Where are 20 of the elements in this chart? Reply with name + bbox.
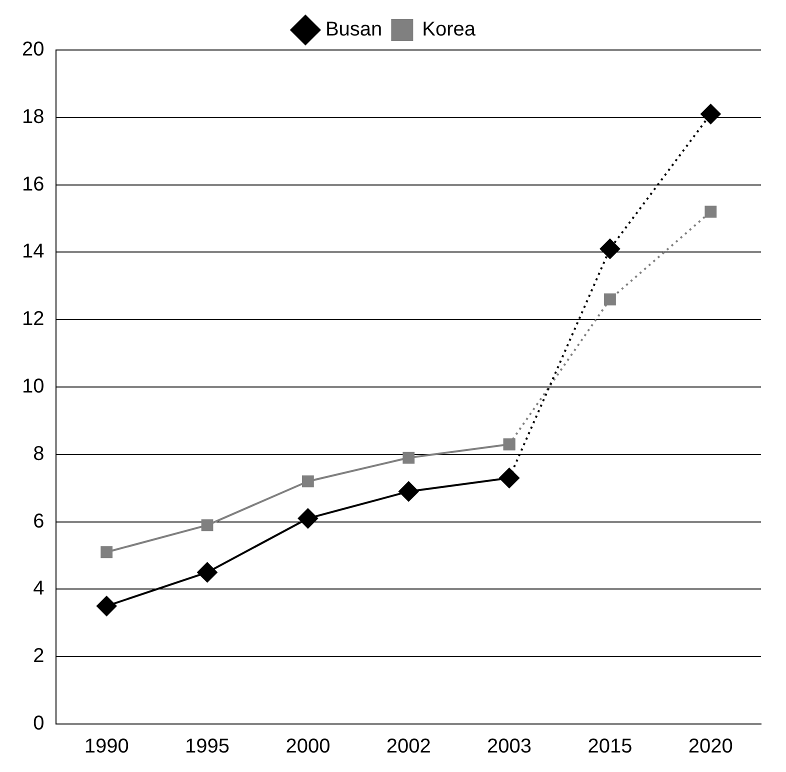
x-tick-label: 1995: [185, 736, 230, 758]
x-tick-label: 2020: [688, 736, 733, 758]
y-tick-label: 12: [22, 308, 44, 330]
y-tick-label: 2: [33, 645, 44, 668]
legend-label: Korea: [422, 18, 476, 41]
x-tick-label: 2000: [286, 736, 330, 758]
y-tick-label: 18: [22, 106, 44, 128]
y-tick-label: 6: [33, 510, 44, 532]
y-tick-label: 20: [22, 38, 44, 61]
y-tick-label: 8: [33, 442, 44, 465]
x-tick-label: 2015: [588, 736, 632, 758]
y-tick-label: 0: [33, 712, 44, 735]
x-tick-label: 1990: [84, 736, 129, 758]
y-tick-label: 14: [22, 240, 44, 263]
y-tick-label: 16: [22, 173, 44, 196]
y-tick-label: 10: [22, 376, 44, 398]
x-tick-label: 2002: [386, 736, 431, 758]
legend-label: Busan: [325, 18, 382, 41]
x-tick-label: 2003: [487, 736, 532, 758]
y-tick-label: 4: [33, 578, 44, 600]
